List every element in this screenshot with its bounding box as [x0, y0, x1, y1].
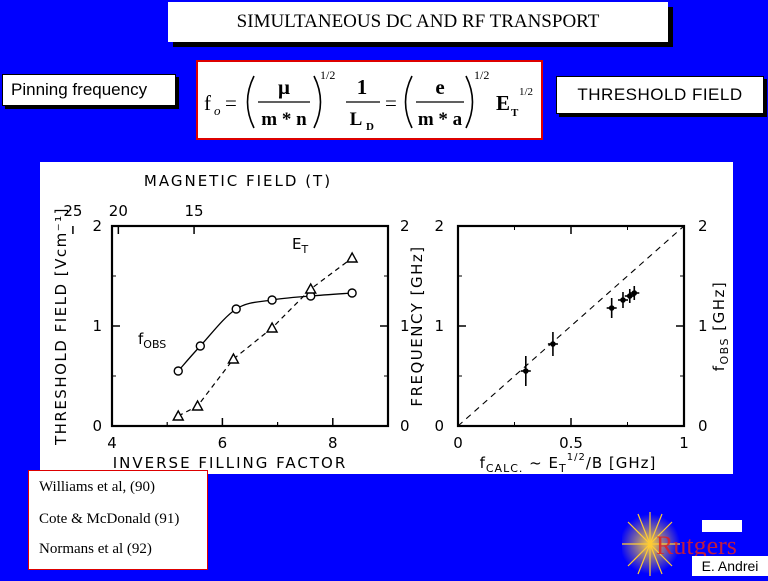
- fobs-point: [195, 341, 206, 351]
- right-panel-blank-patch: [484, 244, 530, 280]
- formula-mn: m * n: [261, 109, 307, 130]
- rutgers-logo-graphic: Rutgers: [620, 512, 742, 576]
- left-ytick-label: 1: [92, 317, 102, 335]
- top-tick-label: 15: [185, 202, 204, 220]
- right-panel-ytick-label: 1: [434, 317, 444, 335]
- left-ylabel: THRESHOLD FIELD [Vcm⁻¹]: [52, 207, 70, 446]
- top-tick-label: 20: [109, 202, 128, 220]
- right-panel-ytick-label: 2: [434, 217, 444, 235]
- left-panel-right-ytick-label: 0: [400, 417, 410, 435]
- formula-f: f: [204, 91, 211, 115]
- charts-svg: MAGNETIC FIELD (T) THRESHOLD FIELD [Vcm⁻…: [52, 172, 731, 475]
- formula-paren-1-close: [313, 75, 322, 129]
- fobs-curve: [177, 292, 353, 372]
- formula-mu: μ: [278, 75, 290, 99]
- left-ytick-label: 2: [92, 217, 102, 235]
- pinning-frequency-label: Pinning frequency: [2, 74, 176, 106]
- slide-title: SIMULTANEOUS DC AND RF TRANSPORT: [168, 2, 668, 42]
- reference-2: Cote & McDonald (91): [39, 511, 180, 527]
- et-point: [191, 399, 204, 411]
- data-point: [523, 368, 529, 374]
- threshold-field-text: THRESHOLD FIELD: [577, 85, 743, 104]
- et-point: [227, 352, 240, 364]
- top-tick-label: 25: [63, 202, 82, 220]
- top-axis-label: MAGNETIC FIELD (T): [144, 172, 332, 190]
- reference-3: Normans et al (92): [39, 541, 152, 557]
- formula-exponent-3: 1/2: [519, 86, 533, 98]
- formula-paren-2-close: [465, 75, 474, 129]
- formula-sub-o: o: [214, 103, 221, 118]
- right-panel-ytick-right-label: 2: [698, 217, 708, 235]
- data-point: [631, 290, 638, 296]
- pinning-frequency-formula: f o = μ m * n 1/2 1 L D = e m * a 1/2 E …: [196, 60, 543, 140]
- fobs-point: [267, 295, 277, 305]
- formula-one: 1: [357, 75, 368, 99]
- right-xtick-label: 0: [453, 434, 463, 452]
- data-point: [608, 305, 615, 311]
- formula-graphic: f o = μ m * n 1/2 1 L D = e m * a 1/2 E …: [204, 68, 533, 133]
- pinning-frequency-text: Pinning frequency: [11, 80, 148, 99]
- formula-sub-D: D: [366, 121, 374, 133]
- reference-1: Williams et al, (90): [39, 479, 156, 495]
- formula-sub-T: T: [511, 107, 519, 119]
- right-panel-ytick-label: 0: [434, 417, 444, 435]
- author-credit: E. Andrei: [692, 556, 768, 576]
- right-panel-ytick-right-label: 0: [698, 417, 708, 435]
- formula-paren-2-open: [404, 75, 413, 129]
- fobs-point: [347, 288, 357, 298]
- left-panel-right-ytick-label: 1: [400, 317, 410, 335]
- fobs-point: [231, 304, 241, 314]
- left-panel-blank-patch: [138, 244, 184, 280]
- fobs-series-label: fOBS: [138, 330, 166, 351]
- data-point: [550, 341, 556, 347]
- rutgers-logo: Rutgers: [620, 508, 768, 576]
- left-xlabel: INVERSE FILLING FACTOR: [113, 454, 348, 472]
- logo-text: Rutgers: [656, 531, 737, 560]
- left-xtick-label: 4: [107, 434, 117, 452]
- plot-area: MAGNETIC FIELD (T) THRESHOLD FIELD [Vcm⁻…: [40, 162, 733, 475]
- et-point: [265, 321, 279, 333]
- slide-title-text: SIMULTANEOUS DC AND RF TRANSPORT: [236, 11, 600, 32]
- right-panel-ylabel-right: fOBS [GHz]: [710, 281, 731, 372]
- right-panel-ytick-right-label: 1: [698, 317, 708, 335]
- formula-L: L: [350, 109, 363, 130]
- formula-exponent-2: 1/2: [474, 68, 489, 82]
- formula-E: E: [496, 91, 510, 115]
- formula-paren-1-open: [246, 75, 255, 129]
- left-ytick-label: 0: [92, 417, 102, 435]
- et-point: [172, 409, 185, 421]
- formula-ma: m * a: [418, 109, 463, 130]
- right-xtick-label: 1: [679, 434, 689, 452]
- left-xtick-label: 6: [218, 434, 228, 452]
- data-point: [626, 293, 633, 299]
- formula-eq-2: =: [385, 91, 397, 115]
- right-xlabel: fCALC. ~ ET1/2/B [GHz]: [480, 452, 657, 474]
- formula-e: e: [435, 75, 444, 99]
- et-point: [345, 251, 359, 263]
- left-xtick-label: 8: [328, 434, 338, 452]
- fobs-point: [173, 366, 183, 376]
- threshold-field-label: THRESHOLD FIELD: [556, 76, 764, 114]
- formula-eq-1: =: [225, 91, 237, 115]
- data-point: [620, 297, 626, 303]
- references-box: Williams et al, (90) Cote & McDonald (91…: [28, 470, 208, 570]
- right-xtick-label: 0.5: [559, 434, 583, 452]
- et-point: [304, 282, 317, 294]
- left-panel-right-ytick-label: 2: [400, 217, 410, 235]
- formula-exponent-1: 1/2: [320, 68, 335, 82]
- right-panel-ylabel: FREQUENCY [GHz]: [408, 245, 426, 406]
- et-curve: [177, 257, 353, 417]
- et-series-label: ET: [292, 235, 308, 256]
